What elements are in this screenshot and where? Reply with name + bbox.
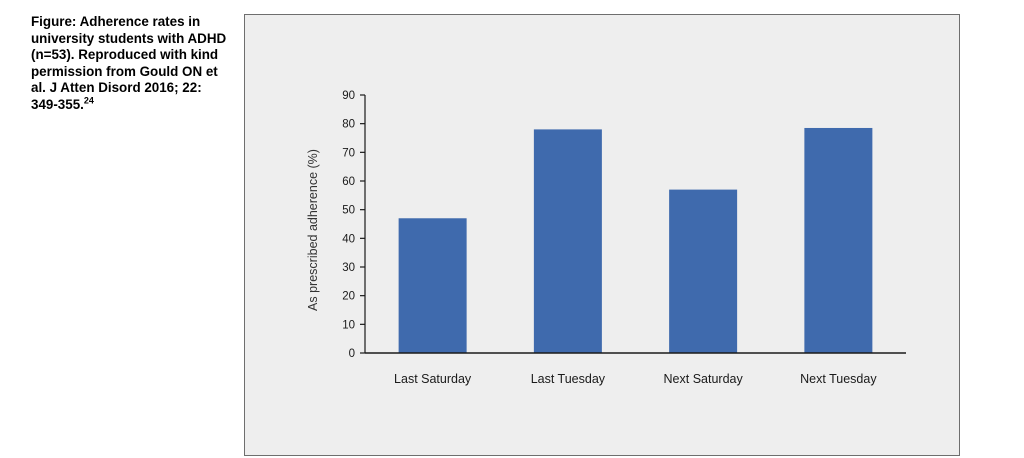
y-tick-label: 40: [342, 233, 355, 245]
bar-last-tuesday: [533, 129, 602, 353]
bar-next-saturday: [669, 189, 738, 353]
y-tick-label: 30: [342, 262, 355, 274]
figure-caption: Figure: Adherence rates in university st…: [31, 14, 231, 114]
y-tick-label: 20: [342, 291, 355, 303]
y-tick-label: 10: [342, 319, 355, 331]
y-axis-label: As prescribed adherence (%): [306, 149, 320, 311]
x-axis: Last Saturday Last Tuesday Next Saturday Ne…: [365, 352, 906, 386]
caption-reference-superscript: 24: [83, 95, 94, 106]
x-tick-label: Last Saturday: [394, 372, 472, 386]
x-tick-label: Next Saturday: [664, 372, 744, 386]
y-axis: 0 10 20 30 40 50 60 70 80 90: [342, 90, 366, 360]
y-tick-label: 60: [342, 176, 355, 188]
y-tick-label: 50: [342, 205, 355, 217]
x-tick-label: Next Tuesday: [800, 372, 877, 386]
x-tick-label: Last Tuesday: [531, 372, 606, 386]
bar-next-tuesday: [804, 127, 873, 353]
bar-last-saturday: [398, 218, 467, 353]
figure-caption-text: Figure: Adherence rates in university st…: [31, 14, 227, 112]
y-tick-label: 90: [342, 90, 355, 102]
y-tick-label: 80: [342, 119, 355, 131]
bars-group: [398, 127, 873, 353]
y-tick-label: 70: [342, 147, 355, 159]
y-tick-label: 0: [349, 348, 355, 360]
